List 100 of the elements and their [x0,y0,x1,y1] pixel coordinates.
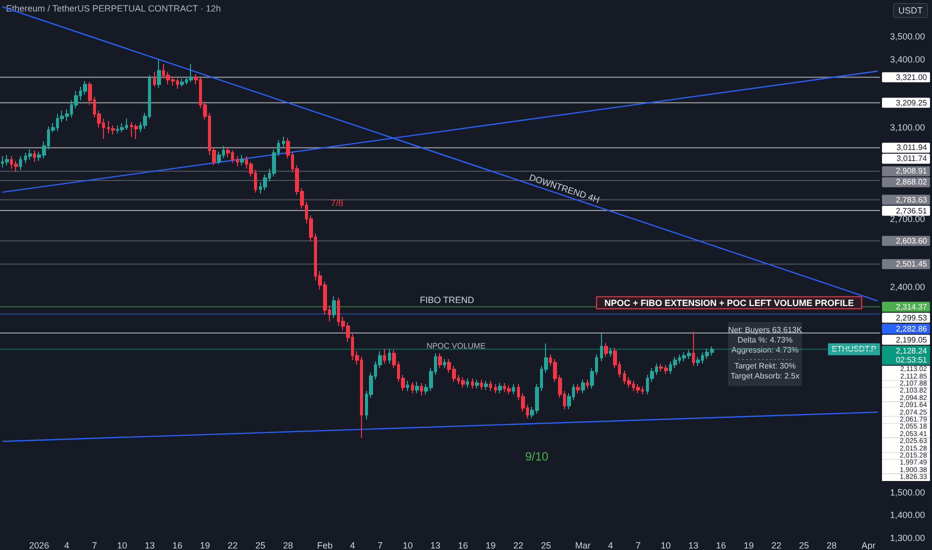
candlestick [282,136,285,148]
annotation: FIBO TREND [420,295,475,305]
candlestick [14,160,18,173]
x-tick-label: 16 [716,540,726,550]
candlestick [489,380,492,392]
x-tick-label: 7 [92,540,97,550]
candlestick [636,384,640,394]
ref-line-label: 2,908.91 [896,166,928,176]
x-tick-label: Feb [317,540,333,550]
ref-line-label: 2,868.02 [896,178,928,187]
ref-line-label: 3,321.00 [896,72,928,82]
ref-line-label: 2,128.24 02:53:51 [896,346,928,364]
candlestick [480,379,483,390]
candlestick [180,78,184,88]
ref-line-label: 3,209.25 [896,98,928,108]
candlestick [484,380,488,390]
annotation: 9/10 [525,449,549,464]
y-tick-label: 1,500.00 [890,487,926,498]
x-tick-label: 7 [378,540,383,550]
x-tick-label: 19 [200,540,210,550]
candlestick [411,381,414,394]
x-tick-label: 10 [660,540,671,550]
candlestick [240,154,244,166]
candlestick [111,124,115,135]
candlestick [388,348,391,364]
x-tick-label: 13 [430,540,440,550]
text: 3,011.74 [896,154,928,164]
ref-line-label: 2,199.05 [896,335,928,344]
candlestick [576,384,580,394]
candlestick [581,379,585,394]
candlestick [604,342,608,358]
y-axis-title: USDT [898,6,924,16]
candlestick [471,378,474,390]
x-tick-label: 28 [282,540,293,550]
annotation: Target Rekt: 30% [734,362,796,370]
x-tick-label: 22 [513,540,524,550]
candlestick [609,347,612,358]
ref-line-label: 2,501.45 [896,260,928,269]
annotation: Net: Buyers 63.613K [728,326,803,334]
ref-line-label: 2,282.86 [896,324,928,334]
x-tick-label: 25 [798,540,809,550]
candlestick [692,330,695,366]
x-tick-label: 4 [608,540,613,550]
text: ETHUSDT.P [832,344,876,354]
candlestick [157,58,161,88]
x-tick-label: 4 [350,540,355,550]
x-tick-label: 16 [172,540,182,550]
y-tick-label: 1,300.00 [890,533,926,543]
candlestick [415,381,419,394]
x-tick-label: Apr [861,540,876,550]
x-tick-label: 19 [486,540,496,550]
candlestick [120,122,124,133]
text: 2,299.53 [896,313,928,322]
candlestick [512,384,515,395]
candlestick [28,148,32,160]
x-tick-label: 25 [540,540,551,550]
x-tick-label: 4 [64,540,70,550]
annotation: Aggression: 4.73% [731,346,799,354]
x-tick-label: 25 [255,540,266,550]
annotation: NPOC + FIBO EXTENSION + POC LEFT VOLUME PROFILE [604,298,854,308]
candlestick [189,63,193,83]
x-tick-label: 10 [402,540,413,550]
candlestick [33,150,36,162]
x-tick-label: 10 [117,540,128,550]
ref-line-label: 3,011.94 [896,143,928,152]
candlestick [332,296,336,319]
annotation: Delta %: 4.73% [737,336,793,344]
candlestick [475,379,479,390]
candlestick [696,356,700,366]
candlestick [586,379,589,390]
y-tick-label: 2,400.00 [890,282,926,292]
y-tick-label: 1,400.00 [890,510,926,520]
y-tick-label: 3,100.00 [890,122,926,133]
candlestick [236,156,239,167]
candlestick [420,382,423,396]
x-tick-label: Mar [575,540,591,550]
x-tick-label: 22 [228,540,238,550]
candlestick [383,348,386,364]
x-tick-label: 22 [771,540,782,550]
candlestick [153,71,156,88]
candlestick [466,378,469,388]
candlestick [507,384,511,395]
x-tick-label: 19 [744,540,754,550]
ref-line-label: 2,736.51 [896,206,928,216]
annotation: NPOC VOLUME [426,342,486,350]
x-tick-label: 16 [458,540,468,550]
candlestick [134,124,138,140]
x-tick-label: 13 [144,540,155,550]
x-tick-label: 28 [826,540,837,550]
ref-line-label: 2,783.63 [896,195,928,204]
x-tick-label: 7 [636,540,641,550]
y-tick-label: 3,500.00 [890,31,926,42]
candlestick [5,154,9,166]
y-tick-label: 3,400.00 [890,54,926,64]
candlestick [494,384,497,394]
candlestick [443,358,446,369]
ref-line-label: 2,314.37 [896,302,928,312]
chart-title: Ethereum / TetherUS PERPETUAL CONTRACT · 12h [6,4,221,14]
x-tick-label: 13 [688,540,698,550]
annotation: Target Absorb: 2.5x [730,372,800,380]
